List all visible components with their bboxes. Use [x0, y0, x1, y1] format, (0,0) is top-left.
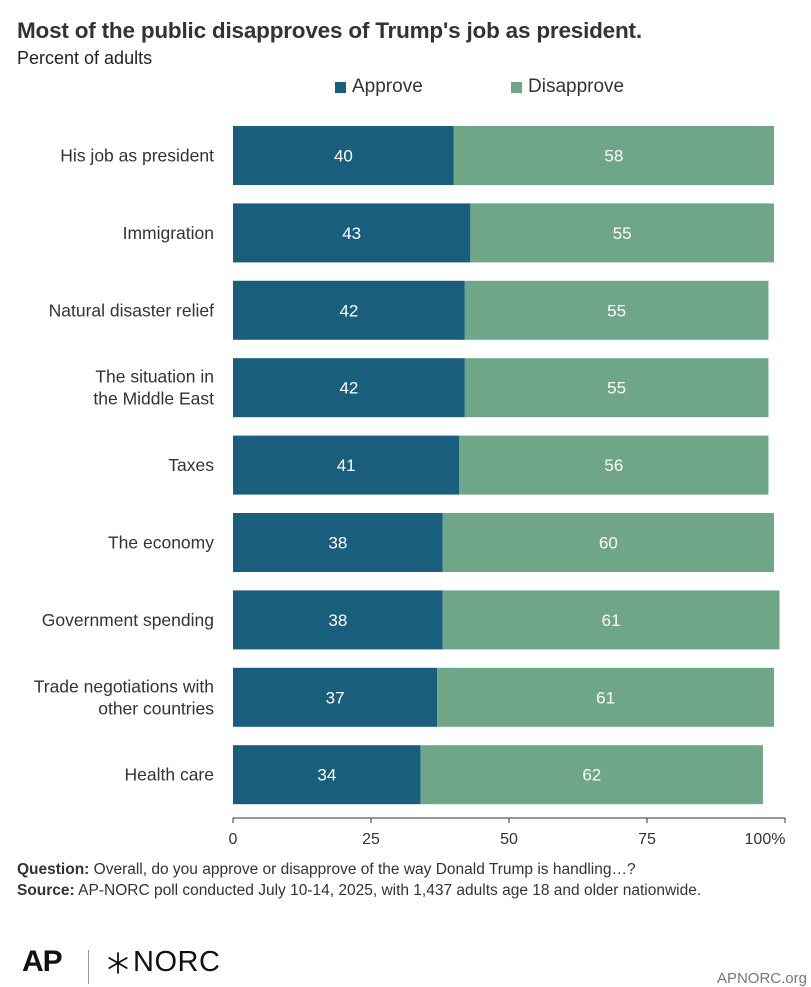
bar-approve	[233, 203, 471, 263]
data-label-disapprove: 55	[607, 301, 626, 320]
legend-label-disapprove: Disapprove	[528, 76, 625, 97]
source-note: Source: AP-NORC poll conducted July 10-1…	[17, 880, 797, 901]
data-label-disapprove: 58	[604, 147, 623, 166]
x-tick-label: 50	[500, 831, 518, 848]
bar-approve	[233, 280, 465, 340]
category-label: His job as president	[60, 146, 214, 166]
category-label: Trade negotiations with other countries	[34, 676, 215, 718]
data-label-approve: 43	[342, 224, 361, 243]
data-label-disapprove: 61	[596, 688, 615, 707]
bar-disapprove	[464, 358, 769, 418]
x-tick-label: 0	[229, 831, 238, 848]
source-text: AP-NORC poll conducted July 10-14, 2025,…	[74, 882, 702, 899]
legend-label-approve: Approve	[352, 76, 423, 97]
data-label-disapprove: 55	[613, 224, 632, 243]
data-label-disapprove: 56	[604, 456, 623, 475]
data-label-approve: 41	[337, 456, 356, 475]
question-note: Question: Overall, do you approve or dis…	[17, 859, 797, 880]
data-label-approve: 37	[326, 688, 345, 707]
bar-approve	[233, 745, 421, 805]
chart-notes: Question: Overall, do you approve or dis…	[17, 859, 797, 901]
chart-title: Most of the public disapproves of Trump'…	[17, 18, 642, 43]
logo-divider	[88, 950, 89, 984]
bar-approve	[233, 358, 465, 418]
data-label-approve: 42	[339, 301, 358, 320]
bar-disapprove	[470, 203, 774, 263]
question-label: Question:	[17, 861, 90, 878]
x-tick-label: 75	[638, 831, 656, 848]
bar-chart: 40 58 His job as president 43 55 Immigration 4…	[34, 126, 786, 848]
legend: Approve Disapprove	[0, 76, 811, 100]
legend-item-approve: Approve	[335, 76, 423, 98]
data-label-disapprove: 60	[599, 534, 618, 553]
ap-logo: AP	[22, 945, 63, 978]
bar-disapprove	[459, 435, 769, 495]
chart-subtitle: Percent of adults	[17, 48, 153, 68]
category-label: Health care	[125, 765, 215, 785]
bar-approve	[233, 590, 443, 650]
bar-disapprove	[453, 126, 774, 185]
bar-approve	[233, 667, 438, 727]
data-label-approve: 38	[328, 611, 347, 630]
category-label: Natural disaster relief	[49, 300, 214, 320]
bar-disapprove	[464, 280, 769, 340]
site-url: APNORC.org	[716, 970, 807, 987]
data-label-approve: 40	[334, 147, 353, 166]
x-tick-label: 25	[362, 831, 380, 848]
bar-approve	[233, 513, 443, 572]
bar-disapprove	[442, 513, 774, 572]
bar-disapprove	[442, 590, 780, 650]
data-label-disapprove: 55	[607, 379, 626, 398]
norc-logo: NORC	[106, 946, 220, 979]
data-label-approve: 34	[317, 766, 336, 785]
source-label: Source:	[17, 882, 75, 899]
norc-star-icon	[108, 951, 128, 974]
data-label-approve: 38	[328, 534, 347, 553]
bar-approve	[233, 435, 460, 495]
bar-disapprove	[437, 667, 774, 727]
data-label-disapprove: 62	[582, 766, 601, 785]
norc-logo-text: NORC	[133, 946, 221, 978]
legend-swatch-disapprove	[511, 81, 522, 93]
question-text: Overall, do you approve or disapprove of…	[89, 861, 636, 878]
category-label: Immigration	[123, 223, 214, 243]
data-label-approve: 42	[339, 379, 358, 398]
x-tick-label: 100%	[745, 831, 786, 848]
legend-swatch-approve	[335, 81, 346, 93]
bar-approve	[233, 126, 454, 185]
category-label: Taxes	[168, 455, 214, 475]
category-label: The situation in the Middle East	[93, 367, 214, 409]
category-label: The economy	[108, 533, 214, 553]
legend-item-disapprove: Disapprove	[511, 76, 624, 98]
category-label: Government spending	[42, 610, 214, 630]
data-label-disapprove: 61	[602, 611, 621, 630]
bar-disapprove	[420, 745, 763, 805]
